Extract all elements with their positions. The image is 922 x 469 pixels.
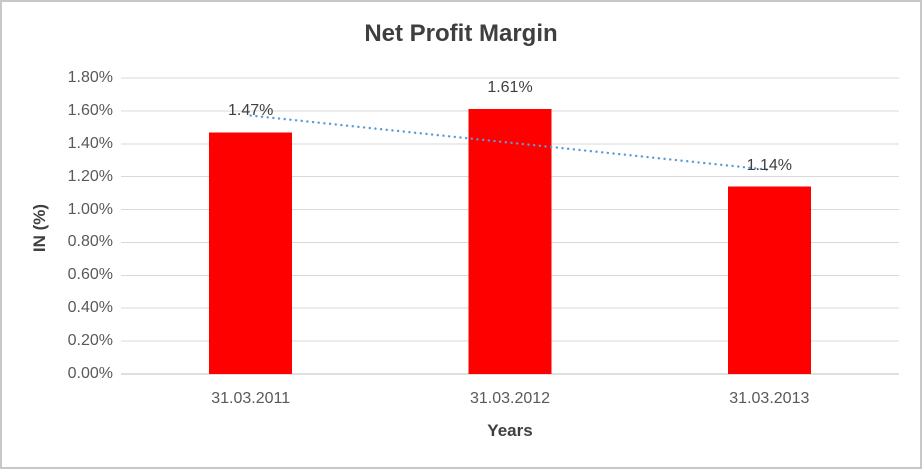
data-label: 1.61% xyxy=(487,79,533,97)
y-tick-label: 1.80% xyxy=(67,69,113,86)
bar-31.03.2012[interactable] xyxy=(468,109,552,374)
bar-31.03.2011[interactable] xyxy=(209,132,293,374)
y-tick-label: 1.60% xyxy=(67,101,113,119)
y-tick-label: 0.80% xyxy=(67,233,113,251)
data-label: 1.47% xyxy=(227,102,274,120)
chart-title: Net Profit Margin xyxy=(364,20,558,47)
y-tick-label: 1.40% xyxy=(67,134,113,152)
y-tick-label: 0.60% xyxy=(67,266,113,284)
y-tick-label: 0.00% xyxy=(67,365,113,382)
x-tick-label: 31.03.2012 xyxy=(469,390,551,407)
x-axis-title: Years xyxy=(487,421,533,440)
y-tick-label: 0.40% xyxy=(67,299,113,317)
y-tick-label: 1.20% xyxy=(67,167,113,185)
bar-31.03.2013[interactable] xyxy=(727,186,811,374)
data-label: 1.14% xyxy=(746,156,793,174)
y-tick-label: 1.00% xyxy=(67,200,113,218)
x-tick-label: 31.03.2011 xyxy=(211,390,291,407)
x-tick-label: 31.03.2013 xyxy=(729,390,810,407)
y-tick-label: 0.20% xyxy=(67,332,113,350)
